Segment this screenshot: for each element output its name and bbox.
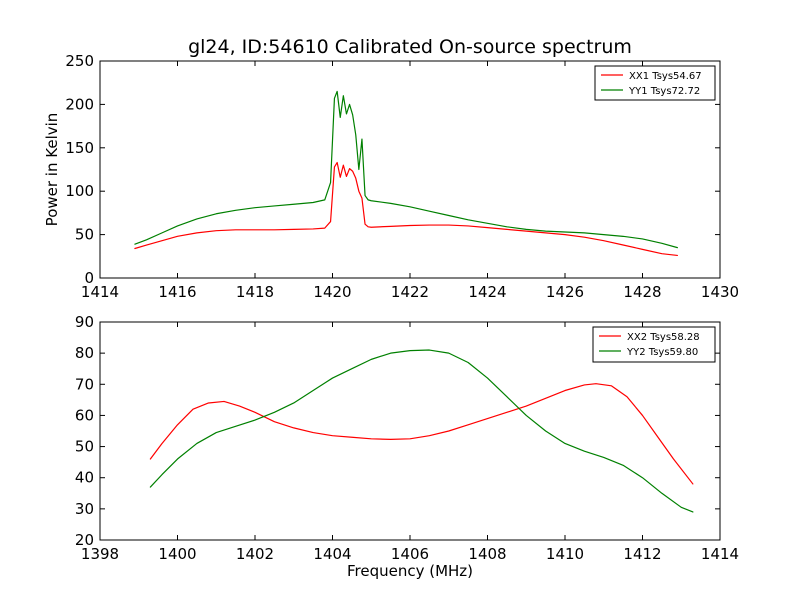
y-tick-label: 20	[75, 531, 94, 549]
y-axis-label: Power in Kelvin	[43, 113, 61, 227]
x-tick-label: 1400	[158, 545, 196, 563]
x-tick-label: 1422	[391, 283, 429, 301]
y-tick-label: 50	[75, 438, 94, 456]
x-tick-label: 1428	[623, 283, 661, 301]
x-tick-label: 1410	[546, 545, 584, 563]
x-tick-label: 1406	[391, 545, 429, 563]
legend-label: XX2 Tsys58.28	[627, 332, 700, 343]
y-tick-label: 30	[75, 500, 94, 518]
y-tick-label: 150	[65, 139, 94, 157]
series-line-xx	[134, 161, 678, 257]
x-tick-label: 1414	[81, 283, 119, 301]
x-tick-label: 1404	[313, 545, 351, 563]
legend: XX2 Tsys58.28 YY2 Tsys59.80	[592, 326, 716, 363]
y-tick-label: 70	[75, 375, 94, 393]
x-tick-label: 1398	[81, 545, 119, 563]
y-tick-label: 50	[75, 226, 94, 244]
legend-box	[594, 65, 716, 101]
series-line-yy	[149, 349, 694, 513]
top-spectrum-plot: 1414 1416 1418 1420 1422 1424 1426 1428 1430 0 50 1…	[43, 52, 739, 301]
y-tick-label: 60	[75, 406, 94, 424]
x-tick-label: 1430	[701, 283, 739, 301]
legend-label: YY2 Tsys59.80	[626, 347, 698, 358]
x-tick-label: 1420	[313, 283, 351, 301]
x-tick-label: 1416	[158, 283, 196, 301]
legend-label: XX1 Tsys54.67	[629, 71, 702, 82]
x-tick-label: 1426	[546, 283, 584, 301]
y-tick-label: 0	[84, 269, 94, 287]
y-tick-label: 40	[75, 469, 94, 487]
series-line-xx	[149, 383, 694, 485]
x-tick-label: 1414	[701, 545, 739, 563]
x-tick-label: 1402	[236, 545, 274, 563]
y-tick-label: 250	[65, 52, 94, 70]
legend-label: YY1 Tsys72.72	[628, 86, 700, 97]
legend: XX1 Tsys54.67 YY1 Tsys72.72	[594, 65, 716, 101]
y-tick-label: 90	[75, 313, 94, 331]
x-tick-label: 1408	[468, 545, 506, 563]
y-tick-label: 100	[65, 182, 94, 200]
y-tick-label: 200	[65, 95, 94, 113]
x-axis-label: Frequency (MHz)	[347, 562, 473, 580]
x-tick-label: 1412	[623, 545, 661, 563]
chart-title: gl24, ID:54610 Calibrated On-source spec…	[188, 36, 632, 58]
legend-box	[592, 326, 716, 363]
series-line-yy	[134, 90, 678, 249]
bottom-spectrum-plot: 1398 1400 1402 1404 1406 1408 1410 1412 1414 20 30…	[75, 313, 739, 580]
x-tick-label: 1424	[468, 283, 506, 301]
y-tick-label: 80	[75, 344, 94, 362]
x-tick-label: 1418	[236, 283, 274, 301]
